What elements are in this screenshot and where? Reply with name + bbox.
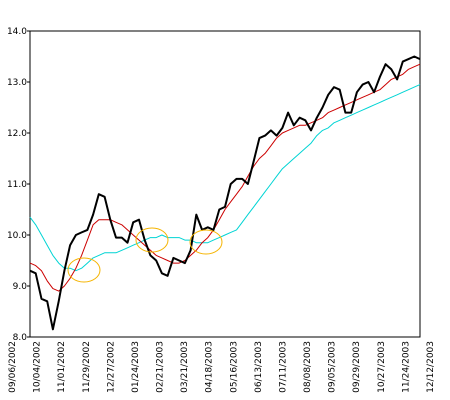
y-tick-label: 9.0: [13, 282, 28, 292]
line: [29, 84, 421, 272]
x-tick-label: 11/29/2002: [82, 341, 92, 393]
x-tick-label: 09/06/2002: [8, 341, 18, 393]
plot-area: [29, 30, 421, 338]
y-tick-label: 13.0: [7, 78, 27, 88]
line: [29, 55, 421, 331]
y-tick-label: 11.0: [7, 180, 27, 190]
x-tick-label: 09/05/2003: [328, 341, 338, 393]
annotation-ellipse: [67, 257, 101, 283]
x-tick-label: 11/01/2002: [57, 341, 67, 393]
x-tick-label: 10/27/2003: [377, 341, 387, 393]
x-tick-label: 06/13/2003: [254, 341, 264, 393]
x-tick-label: 02/21/2003: [156, 341, 166, 393]
y-tick-label: 12.0: [7, 129, 27, 139]
annotation-ellipse: [189, 229, 223, 255]
y-tick-label: 8.0: [13, 333, 28, 343]
x-tick-label: 03/21/2003: [180, 341, 190, 393]
x-tick-label: 08/08/2003: [303, 341, 313, 393]
x-tick-label: 12/12/2003: [426, 341, 436, 393]
x-tick-label: 12/27/2002: [106, 341, 116, 393]
x-tick-label: 04/18/2003: [205, 341, 215, 393]
y-tick-label: 10.0: [7, 231, 27, 241]
x-tick-label: 10/04/2002: [33, 341, 43, 393]
y-tick-label: 14.0: [7, 27, 27, 37]
annotation-ellipse: [135, 227, 169, 253]
x-tick-label: 11/24/2003: [401, 341, 411, 393]
x-tick-label: 01/24/2003: [131, 341, 141, 393]
x-tick-label: 05/16/2003: [229, 341, 239, 393]
x-tick-label: 07/11/2003: [278, 341, 288, 393]
x-tick-label: 09/29/2003: [352, 341, 362, 393]
